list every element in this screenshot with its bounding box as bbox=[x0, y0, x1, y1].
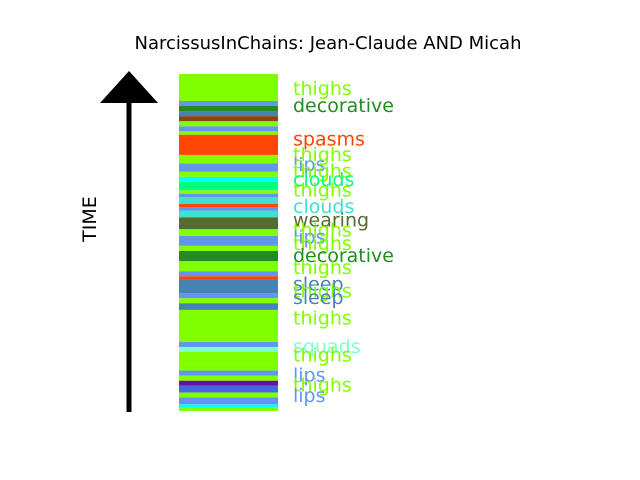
event-label: thighs bbox=[293, 179, 352, 201]
timeline-segment bbox=[179, 116, 278, 122]
timeline-segment bbox=[179, 261, 278, 272]
timeline-segment bbox=[179, 341, 278, 347]
timeline-segment bbox=[179, 74, 278, 101]
timeline-segment bbox=[179, 276, 278, 280]
timeline-segment bbox=[179, 250, 278, 262]
event-label: thighs bbox=[293, 307, 352, 329]
time-axis-label: TIME bbox=[79, 196, 101, 243]
timeline-segment bbox=[179, 352, 278, 364]
event-label: lips bbox=[293, 226, 326, 248]
chart-title: NarcissusInChains: Jean-Claude AND Micah bbox=[134, 33, 521, 54]
timeline-segment bbox=[179, 293, 278, 299]
time-arrow-head bbox=[100, 71, 158, 103]
timeline-segment bbox=[179, 235, 278, 246]
timeline-segment bbox=[179, 380, 278, 386]
timeline-segment bbox=[179, 309, 278, 342]
timeline-segment bbox=[179, 171, 278, 177]
event-label: spasms bbox=[293, 129, 365, 151]
timeline-segment bbox=[179, 210, 278, 218]
timeline-segment bbox=[179, 271, 278, 277]
event-label: thighs bbox=[293, 220, 352, 242]
timeline-segment bbox=[179, 126, 278, 132]
event-label: thighs bbox=[293, 280, 352, 302]
timeline-segment bbox=[179, 303, 278, 310]
event-label: sleep bbox=[293, 287, 344, 309]
event-label: decorative bbox=[293, 245, 394, 267]
timeline-segment bbox=[179, 370, 278, 376]
event-label: squads bbox=[293, 336, 361, 358]
timeline-segment bbox=[179, 163, 278, 172]
timeline-segment bbox=[179, 229, 278, 236]
event-label: lips bbox=[293, 385, 326, 407]
event-label: clouds bbox=[293, 169, 354, 191]
timeline-segment bbox=[179, 279, 278, 294]
timeline-segment bbox=[179, 131, 278, 135]
timeline-segment bbox=[179, 407, 278, 411]
timeline-segment bbox=[179, 346, 278, 353]
event-label: thighs bbox=[293, 78, 352, 100]
timeline-segment bbox=[179, 375, 278, 381]
timeline-segment bbox=[179, 111, 278, 117]
timeline-segment bbox=[179, 134, 278, 155]
event-label: sleep bbox=[293, 274, 344, 296]
timeline-segment bbox=[179, 245, 278, 251]
event-label: decorative bbox=[293, 95, 394, 117]
event-label: thighs bbox=[293, 257, 352, 279]
timeline-segment bbox=[179, 106, 278, 112]
event-labels: thighsdecorativespasmsthighslipsthighscl… bbox=[293, 78, 394, 407]
event-label: lips bbox=[293, 154, 326, 176]
event-label: thighs bbox=[293, 233, 352, 255]
event-label: lips bbox=[293, 365, 326, 387]
event-label: thighs bbox=[293, 144, 352, 166]
timeline-bar bbox=[179, 74, 278, 411]
timeline-segment bbox=[179, 363, 278, 371]
timeline-segment bbox=[179, 392, 278, 398]
timeline-segment bbox=[179, 121, 278, 127]
event-label: wearing bbox=[293, 210, 369, 232]
timeline-segment bbox=[179, 181, 278, 191]
timeline-segment bbox=[179, 100, 278, 107]
event-label: thighs bbox=[293, 375, 352, 397]
timeline-segment bbox=[179, 190, 278, 194]
time-axis: TIME bbox=[79, 71, 158, 412]
timeline-segment bbox=[179, 154, 278, 164]
event-label: thighs bbox=[293, 344, 352, 366]
timeline-segment bbox=[179, 385, 278, 393]
timeline-segment bbox=[179, 197, 278, 204]
timeline-segment bbox=[179, 397, 278, 405]
timeline-segment bbox=[179, 298, 278, 304]
timeline-segment bbox=[179, 404, 278, 408]
timeline-segment bbox=[179, 193, 278, 198]
timeline-segment bbox=[179, 176, 278, 182]
timeline-segment bbox=[179, 203, 278, 208]
timeline-segment bbox=[179, 207, 278, 211]
timeline-segment bbox=[179, 217, 278, 230]
event-label: clouds bbox=[293, 196, 354, 218]
event-label: thighs bbox=[293, 161, 352, 183]
